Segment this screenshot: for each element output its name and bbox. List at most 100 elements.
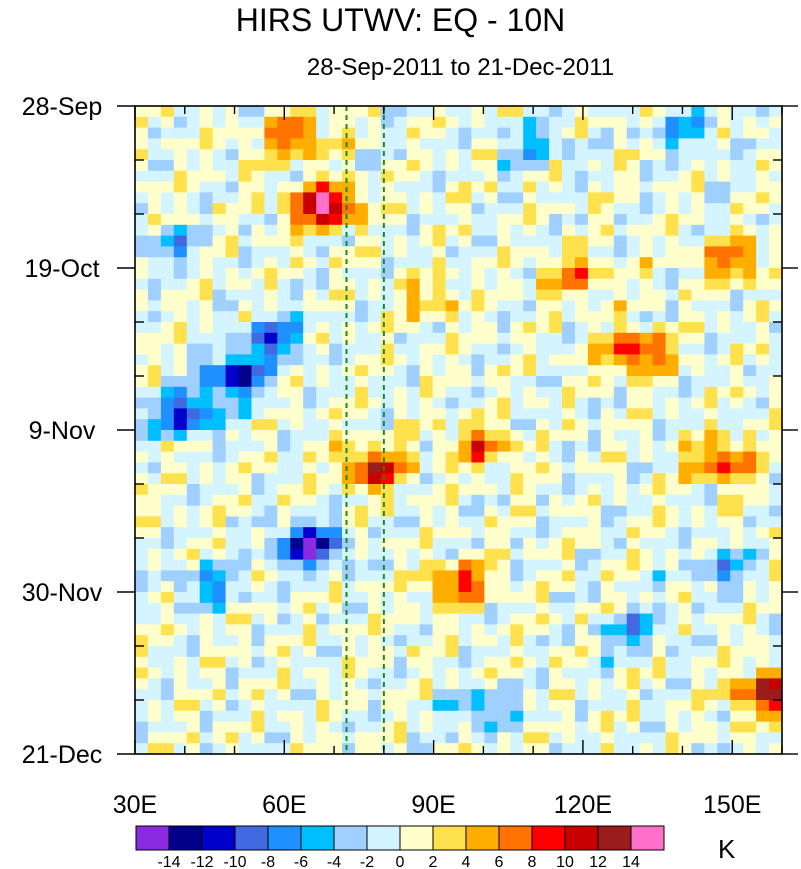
field-cell: [652, 343, 667, 355]
field-cell: [497, 538, 511, 550]
field-cell: [458, 624, 472, 636]
field-cell: [380, 192, 395, 204]
field-cell: [419, 613, 434, 625]
field-cell: [471, 559, 485, 571]
field-cell: [355, 322, 369, 334]
field-cell: [717, 257, 731, 269]
field-cell: [367, 214, 382, 226]
field-cell: [678, 376, 692, 388]
field-cell: [652, 581, 667, 593]
field-cell: [704, 538, 718, 550]
field-cell: [135, 570, 149, 582]
field-cell: [536, 451, 550, 463]
field-cell: [510, 462, 524, 474]
field-cell: [160, 700, 175, 712]
field-cell: [290, 235, 304, 247]
field-cell: [160, 311, 175, 323]
field-cell: [225, 160, 240, 172]
field-cell: [769, 494, 782, 507]
field-cell: [277, 430, 291, 442]
field-cell: [393, 365, 408, 377]
field-cell: [147, 397, 162, 409]
field-cell: [691, 743, 705, 754]
y-tick-label: 30-Nov: [22, 579, 103, 607]
field-cell: [160, 484, 175, 496]
field-cell: [730, 462, 744, 474]
field-cell: [678, 527, 692, 539]
field-cell: [238, 257, 252, 269]
field-cell: [626, 332, 641, 345]
field-cell: [717, 581, 731, 593]
field-cell: [393, 192, 408, 204]
field-cell: [639, 289, 654, 301]
field-cell: [458, 689, 472, 701]
field-cell: [730, 397, 744, 409]
field-cell: [264, 224, 278, 237]
field-cell: [484, 376, 498, 388]
field-cell: [251, 732, 265, 744]
field-cell: [458, 246, 472, 258]
field-cell: [160, 570, 175, 582]
field-cell: [587, 667, 602, 679]
field-cell: [691, 505, 705, 517]
field-cell: [575, 570, 589, 582]
field-cell: [303, 246, 317, 258]
field-cell: [238, 505, 252, 517]
field-cell: [135, 635, 149, 647]
field-cell: [562, 624, 576, 636]
field-cell: [639, 268, 654, 280]
field-cell: [510, 527, 524, 539]
field-cell: [743, 646, 757, 658]
field-cell: [135, 322, 149, 334]
field-cell: [756, 365, 770, 377]
field-cell: [225, 343, 240, 355]
colorbar-swatch: [630, 825, 665, 851]
field-cell: [678, 257, 692, 269]
field-cell: [251, 635, 265, 647]
colorbar-level-label: 2: [429, 854, 438, 869]
field-cell: [575, 732, 589, 744]
field-cell: [342, 332, 356, 345]
field-cell: [639, 451, 654, 463]
field-cell: [497, 570, 511, 582]
field-cell: [536, 581, 550, 593]
field-cell: [471, 700, 485, 712]
field-cell: [212, 127, 227, 139]
field-cell: [173, 149, 188, 161]
field-cell: [135, 700, 149, 712]
field-cell: [277, 354, 291, 366]
field-cell: [135, 311, 149, 323]
field-cell: [445, 170, 460, 183]
field-cell: [484, 311, 498, 323]
field-cell: [393, 257, 408, 269]
field-cell: [160, 516, 175, 528]
field-cell: [160, 192, 175, 204]
field-cell: [678, 462, 692, 474]
field-cell: [575, 635, 589, 647]
field-cell: [587, 300, 602, 312]
field-cell: [212, 246, 227, 258]
field-cell: [639, 570, 654, 582]
field-cell: [600, 192, 615, 204]
field-cell: [432, 570, 447, 582]
field-cell: [406, 224, 421, 237]
field-cell: [769, 527, 782, 539]
field-cell: [135, 538, 149, 550]
field-cell: [406, 257, 421, 269]
field-cell: [497, 235, 511, 247]
field-cell: [652, 386, 667, 399]
field-cell: [147, 548, 162, 561]
field-cell: [562, 300, 576, 312]
field-cell: [743, 397, 757, 409]
field-cell: [212, 430, 227, 442]
field-cell: [704, 289, 718, 301]
field-cell: [303, 289, 317, 301]
field-cell: [445, 440, 460, 453]
field-cell: [355, 214, 369, 226]
field-cell: [316, 613, 330, 625]
field-cell: [251, 106, 265, 118]
field-cell: [186, 494, 201, 507]
field-cell: [678, 289, 692, 301]
field-cell: [510, 505, 524, 517]
field-cell: [613, 505, 628, 517]
